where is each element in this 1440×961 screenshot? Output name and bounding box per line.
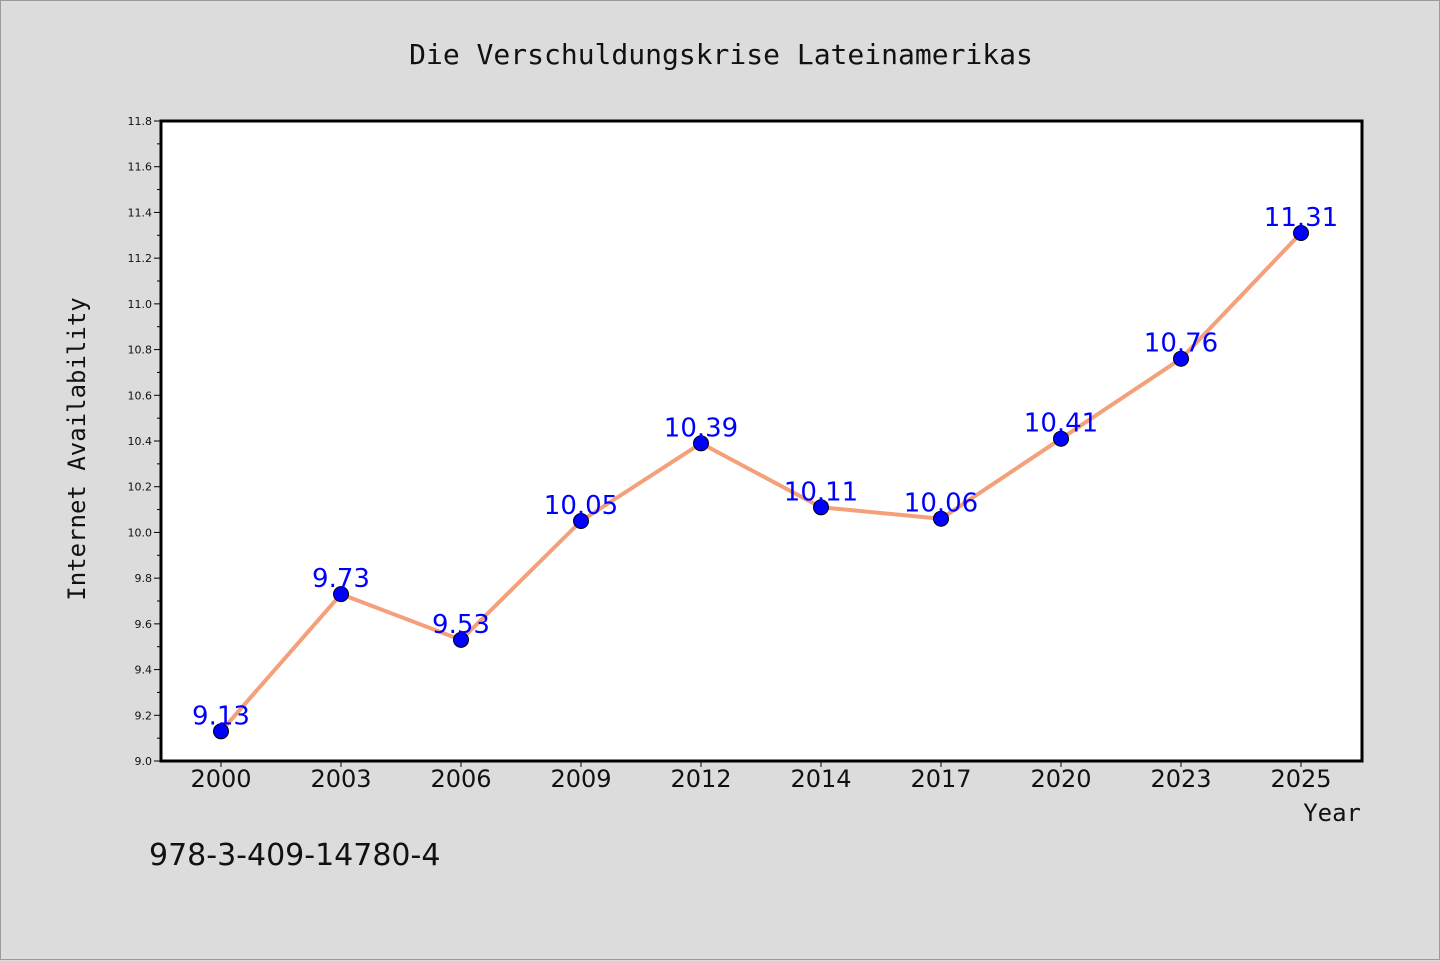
x-tick-label: 2009 — [550, 765, 611, 793]
x-tick-label: 2020 — [1030, 765, 1091, 793]
series-layer: 9.13 9.73 9.53 10.05 10.39 10.11 10.06 10.41 10.… — [192, 203, 1338, 740]
data-point — [453, 631, 469, 648]
x-tick-label: 2012 — [670, 765, 731, 793]
y-tick-label: 11.8 — [128, 115, 153, 128]
y-tick-label: 11.6 — [128, 161, 153, 174]
x-tick-label: 2025 — [1270, 765, 1331, 793]
data-point — [1293, 225, 1309, 241]
x-tick-label: 2014 — [790, 765, 851, 793]
data-point — [333, 586, 349, 603]
data-point — [933, 510, 949, 527]
data-label: 9.73 — [312, 564, 370, 594]
y-tick-label: 9.0 — [135, 755, 153, 768]
data-point — [1173, 350, 1189, 367]
y-tick-label: 9.2 — [135, 709, 153, 722]
y-tick-label: 10.8 — [128, 344, 153, 357]
data-point — [1053, 430, 1069, 447]
y-axis-ticks: 9.0 9.2 9.4 9.6 9.8 10.0 10.2 10.4 10.6 10.8 11.0 1… — [128, 115, 161, 768]
data-label: 10.76 — [1144, 329, 1218, 359]
x-tick-label: 2006 — [430, 765, 491, 793]
y-tick-label: 11.4 — [128, 206, 153, 219]
y-tick-label: 10.6 — [128, 389, 153, 402]
data-label: 11.31 — [1264, 203, 1338, 233]
series-line — [219, 231, 1303, 733]
y-axis-label: Internet Availability — [63, 297, 91, 600]
data-point — [573, 513, 589, 529]
data-label: 10.41 — [1024, 409, 1098, 439]
plot-border — [159, 119, 1364, 763]
x-axis-label: Year — [1303, 799, 1361, 827]
x-axis-ticks: 2000 2003 2006 2009 2012 2014 2017 2020 2023 2025 — [190, 761, 1332, 793]
data-point — [213, 723, 229, 740]
y-tick-label: 9.6 — [135, 618, 153, 631]
data-point — [813, 499, 829, 516]
data-label: 10.05 — [544, 491, 618, 521]
chart-title: Die Verschuldungskrise Lateinamerikas — [409, 38, 1033, 71]
x-tick-label: 2017 — [910, 765, 971, 793]
data-label: 10.06 — [904, 489, 978, 519]
y-tick-label: 9.4 — [135, 664, 153, 677]
data-label: 9.53 — [432, 610, 490, 640]
plot-area — [161, 121, 1362, 761]
y-tick-label: 10.0 — [128, 526, 153, 539]
data-label: 10.39 — [664, 413, 738, 443]
y-tick-label: 9.8 — [135, 572, 153, 585]
isbn-text: 978-3-409-14780-4 — [149, 838, 440, 873]
data-label: 9.13 — [192, 701, 250, 731]
x-tick-label: 2000 — [190, 765, 251, 793]
data-point — [693, 435, 709, 452]
y-tick-label: 10.4 — [128, 435, 153, 448]
x-tick-label: 2003 — [310, 765, 371, 793]
x-tick-label: 2023 — [1150, 765, 1211, 793]
y-tick-label: 10.2 — [128, 481, 153, 494]
data-label: 10.11 — [784, 477, 858, 507]
y-tick-label: 11.0 — [128, 298, 153, 311]
y-tick-label: 11.2 — [128, 252, 153, 265]
